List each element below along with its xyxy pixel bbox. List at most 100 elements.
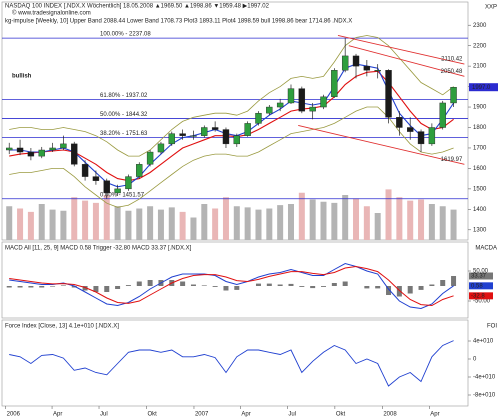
macd-hist	[418, 286, 424, 290]
macd-line	[9, 265, 454, 307]
candle-body	[298, 88, 306, 112]
symbol-label: MACDA	[475, 246, 497, 252]
source: © www.tradesignalonline.com	[12, 10, 91, 17]
y-tick-label: -50.00	[473, 299, 491, 305]
volume-bar	[17, 208, 24, 240]
volume-bar	[439, 206, 446, 240]
macd-hist	[223, 286, 229, 291]
volume-bar	[287, 204, 294, 240]
y-tick-label: 2100	[473, 64, 487, 70]
candle-body	[60, 143, 67, 149]
force-line	[9, 340, 454, 387]
macd-hist	[125, 285, 131, 286]
candle-body	[320, 96, 327, 108]
symbol-label: XXP	[485, 5, 497, 11]
end-label-box	[469, 292, 493, 300]
x-tick-label: Jul	[100, 412, 108, 418]
macd-hist	[266, 283, 272, 286]
candle-body	[114, 188, 121, 194]
candle-body	[92, 176, 100, 181]
symbol-label: FOI	[487, 324, 497, 330]
candle-body	[157, 143, 165, 153]
volume-bar	[179, 211, 186, 240]
volume-bar	[418, 199, 425, 240]
volume-bar	[320, 201, 327, 240]
volume-bar	[168, 207, 175, 240]
x-tick-label: Apr	[53, 412, 62, 418]
candle-body	[266, 106, 273, 114]
y-tick-label: 1900	[473, 105, 487, 111]
macd-hist	[50, 286, 56, 287]
price-line	[9, 35, 454, 157]
end-label: -32.8	[471, 293, 485, 299]
volume-bar	[331, 202, 338, 240]
candle-body	[81, 164, 89, 177]
macd-hist	[342, 281, 348, 286]
candle-body	[179, 133, 186, 136]
volume-bar	[27, 211, 34, 240]
volume-bar	[201, 204, 208, 240]
macd-hist	[147, 280, 153, 286]
y-tick-label: 1600	[473, 166, 487, 172]
trendline-label: 2110.42	[441, 57, 463, 63]
volume-bar	[114, 206, 121, 240]
volume-bar	[342, 195, 349, 240]
volume-bar	[450, 209, 457, 240]
volume-bar	[353, 198, 360, 240]
fib-label: 38.20% - 1751.63	[100, 131, 148, 137]
candle-body	[125, 176, 132, 190]
price-line	[9, 63, 455, 188]
y-tick-label: 1700	[473, 146, 487, 152]
volume-bar	[6, 206, 13, 240]
macd-hist	[375, 286, 381, 289]
y-tick-label: 1300	[473, 227, 487, 233]
candle-body	[211, 127, 219, 130]
candle-body	[287, 88, 295, 104]
price-line	[9, 106, 454, 208]
macd-hist	[288, 283, 294, 286]
y-tick-label: -4e+010	[473, 375, 496, 381]
volume-bar	[244, 207, 251, 240]
macd-hist	[93, 286, 99, 292]
macd-panel	[1, 241, 469, 319]
macd-hist	[39, 286, 45, 288]
panel-title: MACD All [11, 25, 9] MACD 0.58 Trigger -…	[5, 246, 192, 252]
macd-hist	[136, 281, 142, 286]
candle-body	[136, 164, 143, 177]
macd-hist	[212, 286, 218, 287]
y-tick-label: 1800	[473, 125, 487, 131]
macd-hist	[190, 284, 196, 286]
candle-body	[352, 55, 360, 67]
candle-body	[276, 102, 284, 108]
candle-body	[233, 135, 241, 145]
candle-body	[341, 55, 349, 71]
end-label-box	[469, 272, 493, 280]
volume-bar	[136, 208, 143, 240]
candle-body	[244, 123, 251, 136]
candle-body	[255, 112, 262, 124]
x-tick-label: Okt	[336, 412, 346, 418]
volume-bar	[103, 195, 110, 240]
volume-bar	[125, 210, 132, 240]
volume-bar	[92, 202, 99, 240]
volume-bar	[212, 208, 219, 240]
end-label: 33.37	[471, 274, 487, 280]
volume-bar	[233, 206, 240, 240]
macd-hist	[82, 286, 88, 291]
candle-body	[146, 151, 154, 165]
volume-bar	[309, 199, 316, 240]
volume-bar	[71, 197, 78, 240]
trendline	[298, 125, 465, 165]
candle-body	[450, 87, 457, 104]
candle-body	[385, 70, 392, 118]
macd-hist	[71, 286, 77, 288]
candle-body	[363, 65, 371, 71]
candle-body	[71, 143, 78, 165]
macd-hist	[60, 285, 66, 286]
fib-label: 61.80% - 1937.02	[100, 93, 148, 99]
candle-body	[6, 147, 13, 151]
x-tick-label: Jul	[288, 412, 296, 418]
macd-hist	[115, 286, 121, 289]
macd-hist	[396, 286, 402, 297]
